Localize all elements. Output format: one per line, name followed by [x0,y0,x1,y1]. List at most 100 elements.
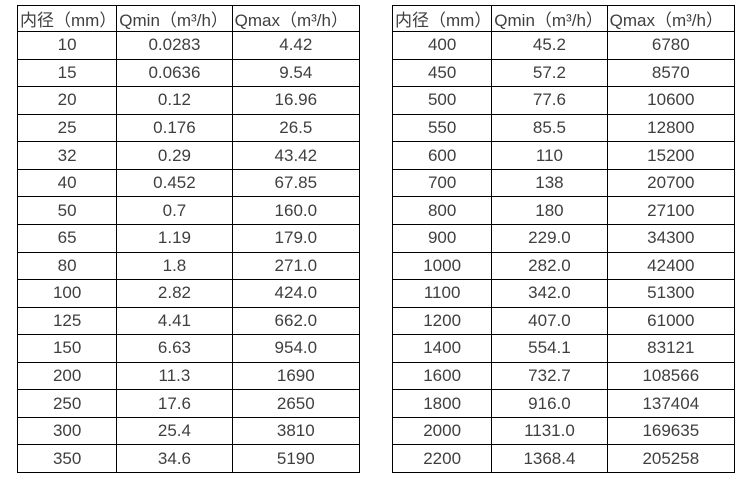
table-cell: 1690 [231,361,361,391]
table-cell: 600 [391,141,493,170]
column-header-qmin: Qmin（m³/h） [116,5,233,32]
table-row: 20 0.12 16.96 [16,86,361,115]
table-cell: 10 [16,31,118,60]
table-cell: 100 [16,279,118,308]
table-row: 250 17.6 2650 [16,389,361,418]
table-body: 400 45.2 6780 450 57.2 8570 500 77.6 10600 550 85.… [391,31,736,473]
table-cell: 0.12 [116,86,233,115]
flow-table-large-diameters: 内径（mm） Qmin（m³/h） Qmax（m³/h） 400 45.2 6780… [391,5,736,473]
table-cell: 169635 [606,416,736,446]
table-cell: 17.6 [116,389,233,418]
table-cell: 1100 [391,279,493,308]
table-cell: 205258 [606,444,736,473]
table-cell: 12800 [606,113,736,143]
table-cell: 16.96 [231,86,361,115]
table-cell: 26.5 [231,113,361,143]
table-cell: 137404 [606,389,736,418]
table-cell: 6780 [606,31,736,60]
column-header-qmin: Qmin（m³/h） [491,5,608,32]
table-row: 400 45.2 6780 [391,31,736,60]
table-cell: 271.0 [231,251,361,281]
table-row: 700 138 20700 [391,168,736,198]
table-row: 1100 342.0 51300 [391,279,736,308]
table-cell: 2000 [391,416,493,446]
table-body: 10 0.0283 4.42 15 0.0636 9.54 20 0.12 16.96 25 0.1… [16,31,361,473]
table-cell: 40 [16,168,118,198]
column-header-qmax: Qmax（m³/h） [606,5,736,32]
table-cell: 1000 [391,251,493,281]
table-cell: 700 [391,168,493,198]
table-cell: 138 [491,168,608,198]
column-header-diameter: 内径（mm） [391,5,493,32]
table-cell: 4.42 [231,31,361,60]
column-header-diameter: 内径（mm） [16,5,118,32]
flow-table-small-diameters: 内径（mm） Qmin（m³/h） Qmax（m³/h） 10 0.0283 4.4… [16,5,361,473]
table-cell: 51300 [606,279,736,308]
table-cell: 1800 [391,389,493,418]
header-row: 内径（mm） Qmin（m³/h） Qmax（m³/h） [391,5,736,32]
table-cell: 1400 [391,334,493,363]
table-row: 80 1.8 271.0 [16,251,361,281]
table-row: 550 85.5 12800 [391,113,736,143]
table-cell: 125 [16,306,118,336]
table-row: 32 0.29 43.42 [16,141,361,170]
table-cell: 282.0 [491,251,608,281]
table-row: 600 110 15200 [391,141,736,170]
table-row: 150 6.63 954.0 [16,334,361,363]
table-cell: 1600 [391,361,493,391]
table-cell: 108566 [606,361,736,391]
table-cell: 150 [16,334,118,363]
table-cell: 1368.4 [491,444,608,473]
table-cell: 1.8 [116,251,233,281]
table-cell: 1200 [391,306,493,336]
table-row: 200 11.3 1690 [16,361,361,391]
table-cell: 15200 [606,141,736,170]
column-header-qmax: Qmax（m³/h） [231,5,361,32]
table-row: 25 0.176 26.5 [16,113,361,143]
table-cell: 8570 [606,58,736,88]
table-row: 100 2.82 424.0 [16,279,361,308]
table-cell: 34300 [606,223,736,253]
table-cell: 110 [491,141,608,170]
table-cell: 250 [16,389,118,418]
table-cell: 25.4 [116,416,233,446]
table-cell: 662.0 [231,306,361,336]
table-row: 125 4.41 662.0 [16,306,361,336]
table-cell: 916.0 [491,389,608,418]
table-cell: 20700 [606,168,736,198]
table-cell: 77.6 [491,86,608,115]
table-cell: 50 [16,196,118,225]
table-cell: 1.19 [116,223,233,253]
table-cell: 342.0 [491,279,608,308]
table-cell: 0.0636 [116,58,233,88]
table-cell: 83121 [606,334,736,363]
table-cell: 10600 [606,86,736,115]
table-cell: 732.7 [491,361,608,391]
table-row: 1400 554.1 83121 [391,334,736,363]
table-cell: 2650 [231,389,361,418]
table-cell: 15 [16,58,118,88]
table-cell: 65 [16,223,118,253]
table-cell: 407.0 [491,306,608,336]
table-row: 2000 1131.0 169635 [391,416,736,446]
table-row: 65 1.19 179.0 [16,223,361,253]
table-row: 40 0.452 67.85 [16,168,361,198]
table-cell: 450 [391,58,493,88]
table-cell: 1131.0 [491,416,608,446]
table-cell: 67.85 [231,168,361,198]
table-cell: 4.41 [116,306,233,336]
header-row: 内径（mm） Qmin（m³/h） Qmax（m³/h） [16,5,361,32]
table-cell: 550 [391,113,493,143]
table-cell: 2.82 [116,279,233,308]
table-cell: 85.5 [491,113,608,143]
table-cell: 350 [16,444,118,473]
table-cell: 3810 [231,416,361,446]
table-row: 15 0.0636 9.54 [16,58,361,88]
table-cell: 400 [391,31,493,60]
table-row: 450 57.2 8570 [391,58,736,88]
table-cell: 25 [16,113,118,143]
table-cell: 2200 [391,444,493,473]
table-cell: 800 [391,196,493,225]
table-cell: 9.54 [231,58,361,88]
